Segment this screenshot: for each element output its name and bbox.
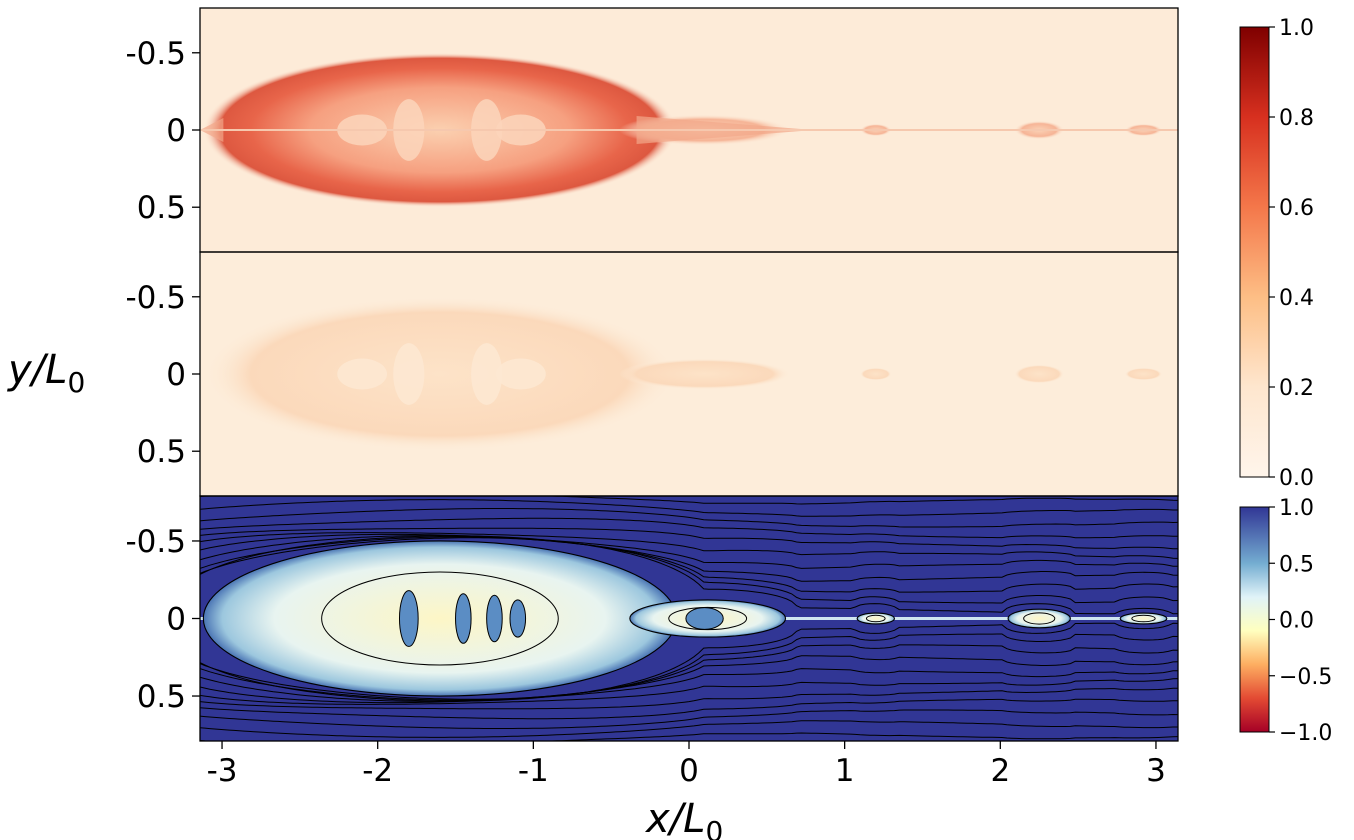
y-tick-label: 0 xyxy=(166,113,186,149)
field-line xyxy=(200,644,1178,701)
bottom-panel xyxy=(200,496,1178,741)
island-contour xyxy=(865,614,886,623)
magnetic-island xyxy=(202,540,678,697)
y-tick-label: 0 xyxy=(166,357,186,393)
middle-panel xyxy=(200,252,1178,496)
middle-structure xyxy=(618,358,791,390)
y-tick-label: 0.5 xyxy=(137,190,186,226)
field-line xyxy=(200,655,1178,702)
magnetic-island xyxy=(1119,612,1168,625)
field-line xyxy=(200,527,1178,550)
colorbar-tick-label: 1.0 xyxy=(1279,496,1314,521)
field-line xyxy=(200,517,1178,539)
field-line xyxy=(200,622,1178,702)
field-line xyxy=(200,496,1178,505)
colorbar-tick-label: 0.2 xyxy=(1279,376,1314,401)
middle-structure xyxy=(203,296,677,452)
field-line xyxy=(200,698,1178,720)
colorbar-tick-label: 0.0 xyxy=(1279,466,1314,491)
y-tick-label: -0.5 xyxy=(126,280,187,316)
y-tick-label: -0.5 xyxy=(126,36,187,72)
colorbar-tick-label: −0.5 xyxy=(1279,665,1332,690)
magnetic-island xyxy=(1007,608,1071,629)
x-tick-label: 1 xyxy=(835,753,855,789)
field-line xyxy=(200,532,1178,559)
middle-inner-lobe xyxy=(393,343,425,405)
middle-structure xyxy=(1014,364,1065,384)
field-line xyxy=(200,508,1178,528)
colorbar-tick-label: 0.5 xyxy=(1279,552,1314,577)
field-line xyxy=(200,687,1178,710)
island-core xyxy=(486,594,503,643)
y-axis-label: y/L0 xyxy=(7,347,85,399)
colorbar-tick-label: 1.0 xyxy=(1279,16,1314,41)
field-line xyxy=(200,535,1178,615)
bottom-colorbar xyxy=(1239,506,1270,733)
island-core xyxy=(509,599,527,638)
island-core xyxy=(398,590,419,647)
x-tick-label: -1 xyxy=(518,753,549,789)
colorbar-tick-label: 0.4 xyxy=(1279,286,1314,311)
field-line xyxy=(200,499,1178,517)
field-line xyxy=(200,537,1178,604)
middle-inner-lobe xyxy=(471,343,503,405)
middle-structure xyxy=(1124,367,1163,381)
y-tick-label: 0 xyxy=(166,602,186,638)
island-core xyxy=(455,593,472,644)
field-line xyxy=(200,678,1178,705)
island-contour xyxy=(1023,612,1056,625)
top-panel xyxy=(200,8,1178,252)
middle-inner-lobe xyxy=(337,358,388,390)
x-tick-label: 3 xyxy=(1146,753,1166,789)
colorbar-tick-label: 0.6 xyxy=(1279,196,1314,221)
colorbar-tick-label: −1.0 xyxy=(1279,721,1332,746)
field-line xyxy=(200,709,1178,729)
x-tick-label: 2 xyxy=(990,753,1010,789)
top-colorbar xyxy=(1239,26,1270,478)
middle-inner-lobe xyxy=(495,358,546,390)
field-line xyxy=(200,633,1178,700)
y-tick-label: -0.5 xyxy=(126,524,187,560)
field-line xyxy=(200,536,1178,593)
x-tick-label: -3 xyxy=(207,753,238,789)
island-core xyxy=(685,607,724,630)
x-tick-label: -2 xyxy=(362,753,393,789)
island-contour xyxy=(1131,614,1156,623)
y-tick-label: 0.5 xyxy=(137,679,186,715)
island-contour xyxy=(321,571,559,666)
field-line xyxy=(200,533,1178,569)
colorbar-tick-label: 0.0 xyxy=(1279,609,1314,634)
x-axis-label: x/L0 xyxy=(644,796,723,840)
x-tick-label: 0 xyxy=(679,753,699,789)
colorbar-tick-label: 0.8 xyxy=(1279,106,1314,131)
y-tick-label: 0.5 xyxy=(137,434,186,470)
field-line xyxy=(200,732,1178,741)
field-line xyxy=(200,535,1178,582)
magnetic-island xyxy=(856,612,896,625)
field-line xyxy=(200,668,1178,704)
middle-structure xyxy=(860,367,892,381)
field-line xyxy=(200,720,1178,738)
